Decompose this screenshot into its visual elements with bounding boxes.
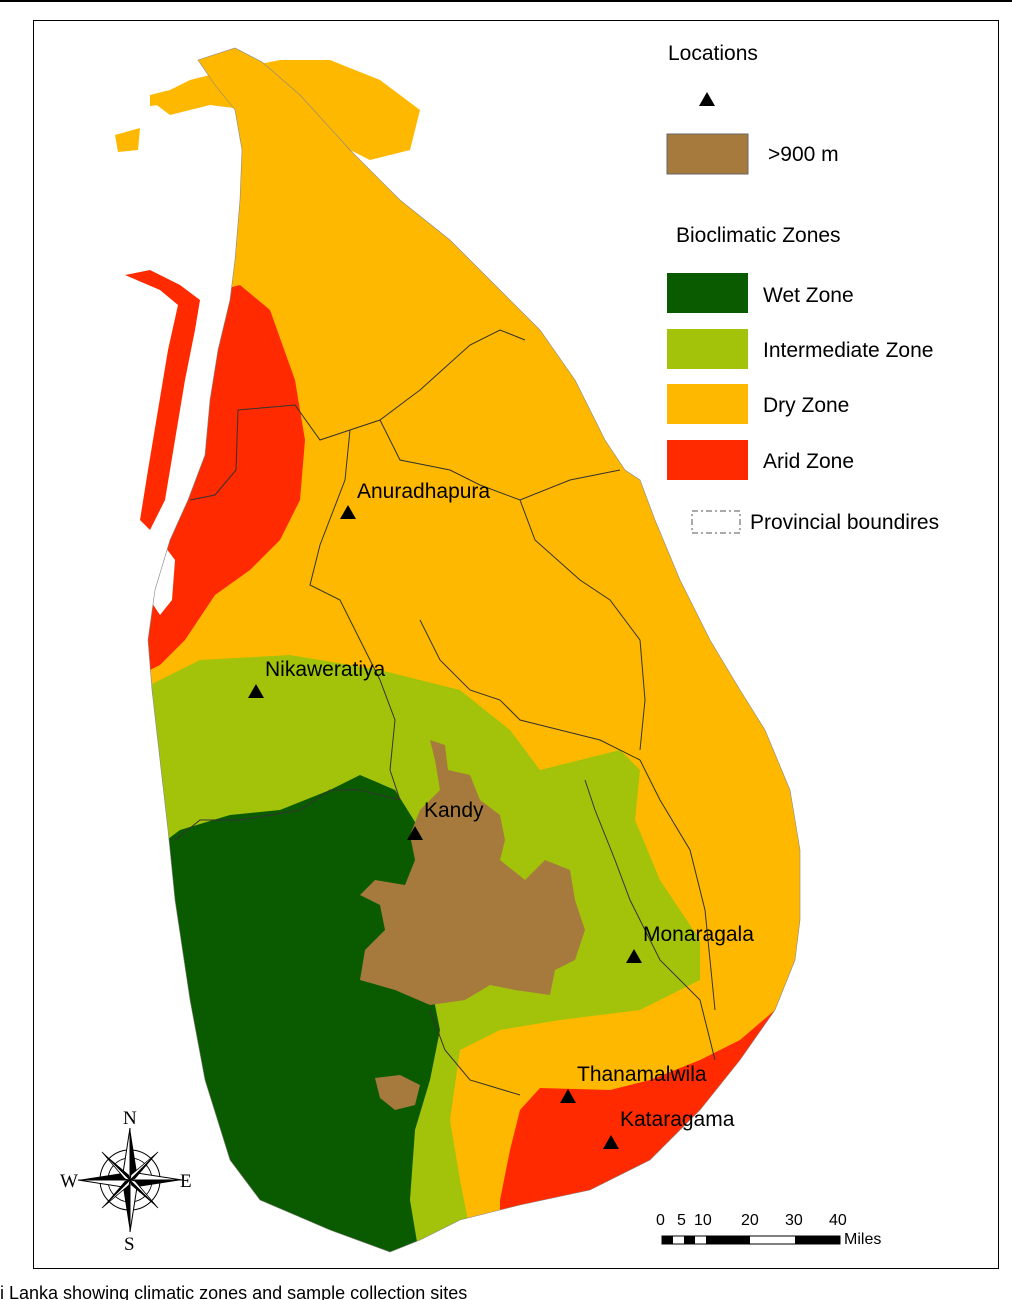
scale-bar: 0 5 10 20 30 40 Miles (656, 1212, 881, 1248)
top-rule (0, 0, 1012, 2)
site-label: Anuradhapura (357, 480, 490, 503)
northern-island (150, 90, 170, 106)
legend-boundary-swatch (691, 510, 741, 534)
site-kandy: Kandy (407, 799, 484, 840)
site-label: Thanamalwila (577, 1063, 707, 1086)
map-frame (33, 20, 999, 1269)
scale-tick-label: 20 (741, 1212, 759, 1229)
scale-tick-label: 0 (656, 1212, 665, 1229)
site-monaragala: Monaragala (626, 923, 754, 963)
coastline (147, 47, 801, 1253)
legend-intermediate-swatch (667, 329, 748, 369)
site-anuradhapura: Anuradhapura (340, 480, 490, 519)
compass-rose-icon: N S E W (60, 1108, 192, 1255)
scale-tick-label: 40 (829, 1212, 847, 1229)
site-marker (248, 684, 264, 698)
puttalam-lagoon (150, 540, 175, 615)
kalpitiya-spit (125, 270, 200, 530)
legend: Locations >900 m Bioclimatic Zones Wet Z… (666, 42, 939, 534)
legend-arid-label: Arid Zone (763, 450, 854, 473)
site-marker (626, 949, 642, 963)
scale-tick-label: 5 (677, 1212, 686, 1229)
legend-dry-label: Dry Zone (763, 394, 849, 417)
legend-wet-swatch (667, 273, 748, 313)
site-label: Nikaweratiya (265, 658, 386, 681)
compass-north: N (123, 1108, 137, 1129)
legend-locations-title: Locations (668, 42, 758, 65)
compass-south: S (124, 1234, 135, 1255)
site-kataragama: Kataragama (603, 1108, 735, 1149)
scale-tick-label: 30 (785, 1212, 803, 1229)
legend-zones-title: Bioclimatic Zones (676, 224, 841, 247)
compass-west: W (60, 1171, 78, 1192)
legend-elevation-swatch (666, 133, 749, 175)
figure-caption: i Lanka showing climatic zones and sampl… (0, 1284, 468, 1300)
compass-east: E (180, 1171, 192, 1192)
legend-elevation-label: >900 m (768, 143, 839, 166)
site-label: Kandy (424, 799, 484, 822)
site-nikaweratiya: Nikaweratiya (248, 658, 386, 698)
elevation-region (360, 740, 585, 1005)
site-label: Monaragala (643, 923, 754, 946)
legend-dry-swatch (667, 384, 748, 424)
legend-wet-label: Wet Zone (763, 284, 854, 307)
legend-intermediate-label: Intermediate Zone (763, 339, 933, 362)
site-marker (340, 505, 356, 519)
legend-arid-swatch (667, 440, 748, 480)
northern-island (115, 128, 140, 152)
jaffna-peninsula (150, 60, 420, 160)
site-thanamalwila: Thanamalwila (560, 1063, 707, 1103)
legend-location-marker (699, 92, 715, 106)
scale-tick-label: 10 (694, 1212, 712, 1229)
provincial-boundaries (174, 329, 716, 1096)
site-label: Kataragama (620, 1108, 735, 1131)
site-marker (603, 1135, 619, 1149)
site-marker (560, 1089, 576, 1103)
scale-unit: Miles (844, 1231, 881, 1248)
legend-boundary-label: Provincial boundires (750, 511, 939, 534)
site-marker (407, 826, 423, 840)
elevation-patch (375, 1075, 420, 1110)
